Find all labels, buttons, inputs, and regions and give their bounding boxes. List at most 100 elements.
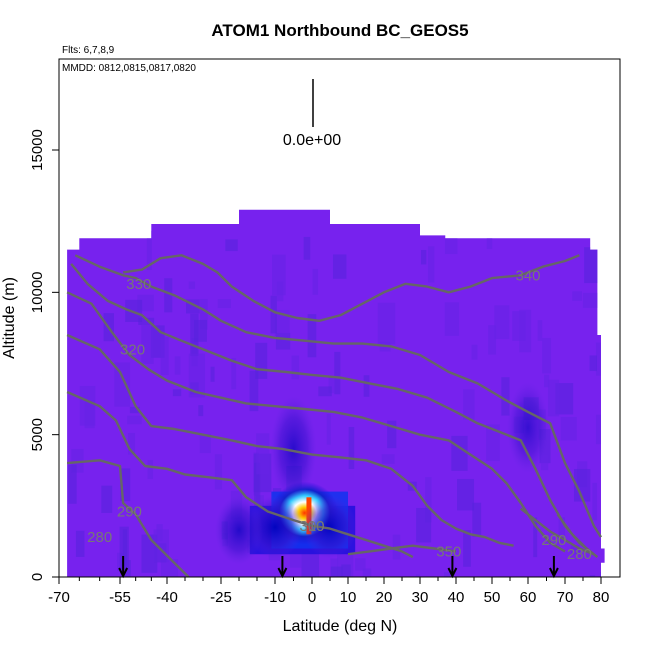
field-cell: [127, 415, 142, 425]
field-cell: [146, 230, 152, 271]
field-cell: [75, 530, 85, 557]
field-cell: [558, 517, 566, 544]
contour-350: [347, 544, 457, 556]
field-cell: [584, 247, 601, 284]
contour-label-320: 320: [120, 341, 145, 358]
field-cell: [312, 268, 319, 295]
x-tick-label: 50: [484, 589, 501, 606]
field-cell: [274, 309, 290, 336]
contour-290: [66, 390, 414, 559]
field-cell: [425, 477, 432, 523]
field-cell: [120, 468, 131, 502]
contour-label-340: 340: [515, 267, 540, 284]
contour-label-300: 300: [299, 518, 324, 535]
contour-320: [70, 263, 591, 553]
field-cell: [533, 517, 538, 558]
field-cell: [362, 568, 372, 577]
contour-label-280: 280: [87, 529, 112, 546]
field-cell: [272, 254, 286, 296]
hotspot: [270, 396, 317, 502]
scale-label: 0.0e+00: [283, 132, 341, 149]
field-cell: [540, 454, 549, 471]
field-cell: [544, 374, 550, 388]
y-tick-label: 10000: [29, 271, 46, 313]
field-cell: [101, 485, 113, 513]
field-cell: [420, 249, 427, 265]
field-cell: [275, 332, 291, 350]
field-cell: [155, 576, 169, 577]
field-cell: [363, 375, 370, 397]
field-cell: [341, 564, 351, 577]
hotspot: [215, 495, 263, 565]
y-tick-label: 15000: [29, 129, 46, 171]
field-cell: [129, 406, 140, 414]
x-axis-label: Latitude (deg N): [283, 618, 398, 635]
field-cell: [291, 355, 300, 380]
field-cell: [542, 337, 552, 374]
field-cell: [381, 454, 395, 464]
contour-310: [66, 291, 566, 553]
field-cell: [328, 377, 335, 394]
x-tick-label: -40: [156, 589, 178, 606]
field-cell: [512, 311, 526, 341]
field-cell: [199, 433, 211, 454]
contour-300: [66, 333, 514, 547]
contour-label-310: 310: [299, 518, 324, 535]
field-cell: [326, 413, 331, 445]
field-cell: [174, 356, 181, 375]
chart-title: ATOM1 Northbound BC_GEOS5: [211, 21, 468, 40]
field-cell: [194, 319, 207, 342]
field-cell: [427, 246, 435, 283]
x-tick-label: 0: [308, 589, 316, 606]
field-cell: [84, 400, 95, 429]
y-axis-label: Altitude (m): [1, 277, 18, 359]
field-cell: [127, 432, 136, 455]
field-cell: [307, 314, 317, 358]
field-cell: [547, 379, 560, 417]
field-cell: [249, 370, 259, 412]
field-cell: [141, 534, 158, 573]
field-cell: [494, 305, 510, 340]
field-cell: [225, 239, 238, 252]
field-cell: [560, 416, 577, 441]
field-cell: [573, 468, 591, 502]
flight-arrow-head: [447, 567, 458, 579]
x-tick-label: -10: [264, 589, 286, 606]
field-cell: [471, 344, 478, 360]
field-cell: [537, 320, 543, 341]
hotspot: [303, 495, 357, 559]
x-tick-label: -25: [210, 589, 232, 606]
field-cell: [486, 424, 500, 462]
field-cell: [595, 414, 605, 445]
y-tick-label: 5000: [29, 418, 46, 451]
x-tick-label: 60: [520, 589, 537, 606]
field-cell: [387, 420, 397, 449]
field-cell: [463, 530, 471, 567]
field-cell: [444, 234, 458, 255]
field-cell: [572, 291, 582, 301]
x-tick-label: 20: [376, 589, 393, 606]
field-cell: [589, 355, 597, 372]
field-cell: [451, 435, 468, 471]
x-tick-label: 70: [557, 589, 574, 606]
field-cell: [160, 337, 169, 376]
field-cell: [377, 302, 396, 345]
field-cell: [68, 464, 77, 504]
field-cell: [210, 366, 215, 382]
field-cell: [172, 389, 182, 397]
field-cell: [415, 574, 421, 577]
field-cell: [457, 478, 475, 511]
field-cell: [200, 298, 208, 330]
field-cell: [472, 502, 482, 537]
field-cell: [595, 342, 603, 376]
hotspot: [507, 381, 549, 474]
contour-340: [122, 254, 580, 322]
field-cell: [114, 362, 131, 407]
field-cell: [318, 386, 332, 397]
contour-label-280: 280: [567, 546, 592, 563]
field-cell: [463, 389, 475, 420]
field-cell: [188, 281, 196, 289]
